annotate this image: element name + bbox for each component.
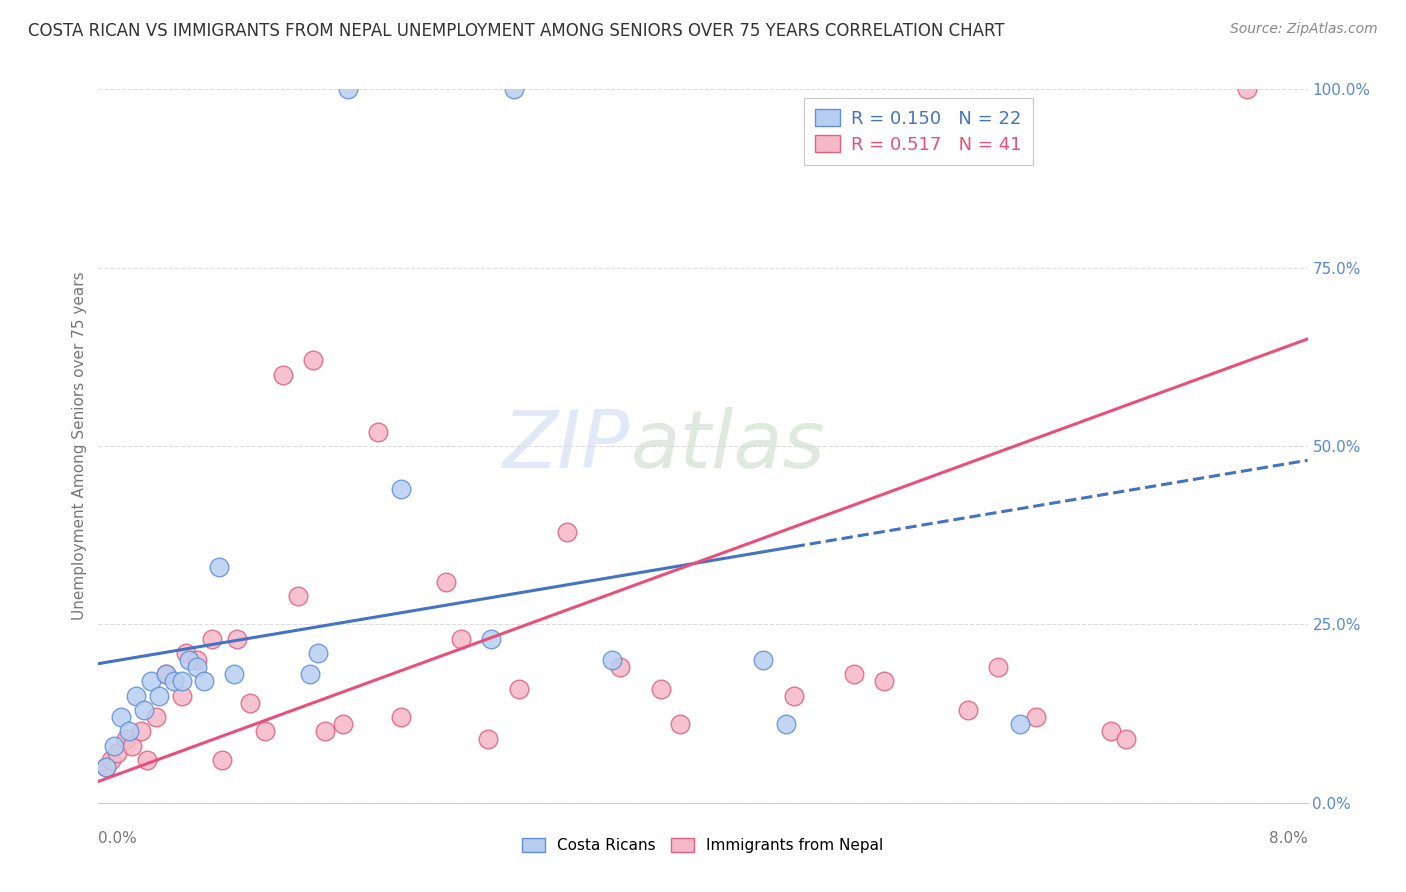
Point [253,724,276,739]
Point [602,653,624,667]
Point [1236,82,1258,96]
Point [193,674,215,689]
Point [163,674,186,689]
Point [186,660,208,674]
Point [170,674,193,689]
Point [145,710,167,724]
Point [121,739,143,753]
Point [174,646,197,660]
Point [336,82,359,96]
Point [782,689,804,703]
Point [1024,710,1046,724]
Point [650,681,672,696]
Point [477,731,499,746]
Point [844,667,866,681]
Point [434,574,457,589]
Point [775,717,797,731]
Point [129,724,152,739]
Point [450,632,472,646]
Text: 0.0%: 0.0% [98,831,138,847]
Point [170,689,193,703]
Point [114,731,136,746]
Y-axis label: Unemployment Among Seniors over 75 years: Unemployment Among Seniors over 75 years [72,272,87,620]
Point [307,646,329,660]
Point [226,632,249,646]
Point [987,660,1010,674]
Point [239,696,262,710]
Point [103,739,125,753]
Point [94,760,117,774]
Point [389,482,412,496]
Point [508,681,530,696]
Point [1010,717,1032,731]
Point [110,710,132,724]
Point [332,717,354,731]
Point [555,524,578,539]
Point [132,703,155,717]
Point [201,632,224,646]
Point [302,353,325,368]
Point [135,753,157,767]
Text: COSTA RICAN VS IMMIGRANTS FROM NEPAL UNEMPLOYMENT AMONG SENIORS OVER 75 YEARS CO: COSTA RICAN VS IMMIGRANTS FROM NEPAL UNE… [28,22,1005,40]
Point [179,653,201,667]
Point [367,425,389,439]
Point [299,667,322,681]
Text: Source: ZipAtlas.com: Source: ZipAtlas.com [1230,22,1378,37]
Text: 8.0%: 8.0% [1268,831,1308,847]
Point [141,674,163,689]
Point [956,703,979,717]
Point [211,753,233,767]
Point [752,653,775,667]
Point [155,667,177,681]
Point [100,753,122,767]
Point [389,710,412,724]
Point [148,689,170,703]
Point [224,667,246,681]
Point [1115,731,1137,746]
Point [208,560,231,574]
Point [873,674,896,689]
Point [287,589,309,603]
Point [105,746,128,760]
Point [125,689,148,703]
Point [118,724,141,739]
Point [155,667,177,681]
Point [1099,724,1122,739]
Legend: R = 0.150   N = 22, R = 0.517   N = 41: R = 0.150 N = 22, R = 0.517 N = 41 [804,98,1032,165]
Point [94,760,117,774]
Point [186,653,208,667]
Text: ZIP: ZIP [503,407,630,485]
Point [503,82,526,96]
Text: atlas: atlas [630,407,825,485]
Point [609,660,631,674]
Point [314,724,336,739]
Point [481,632,503,646]
Point [271,368,294,382]
Point [669,717,692,731]
